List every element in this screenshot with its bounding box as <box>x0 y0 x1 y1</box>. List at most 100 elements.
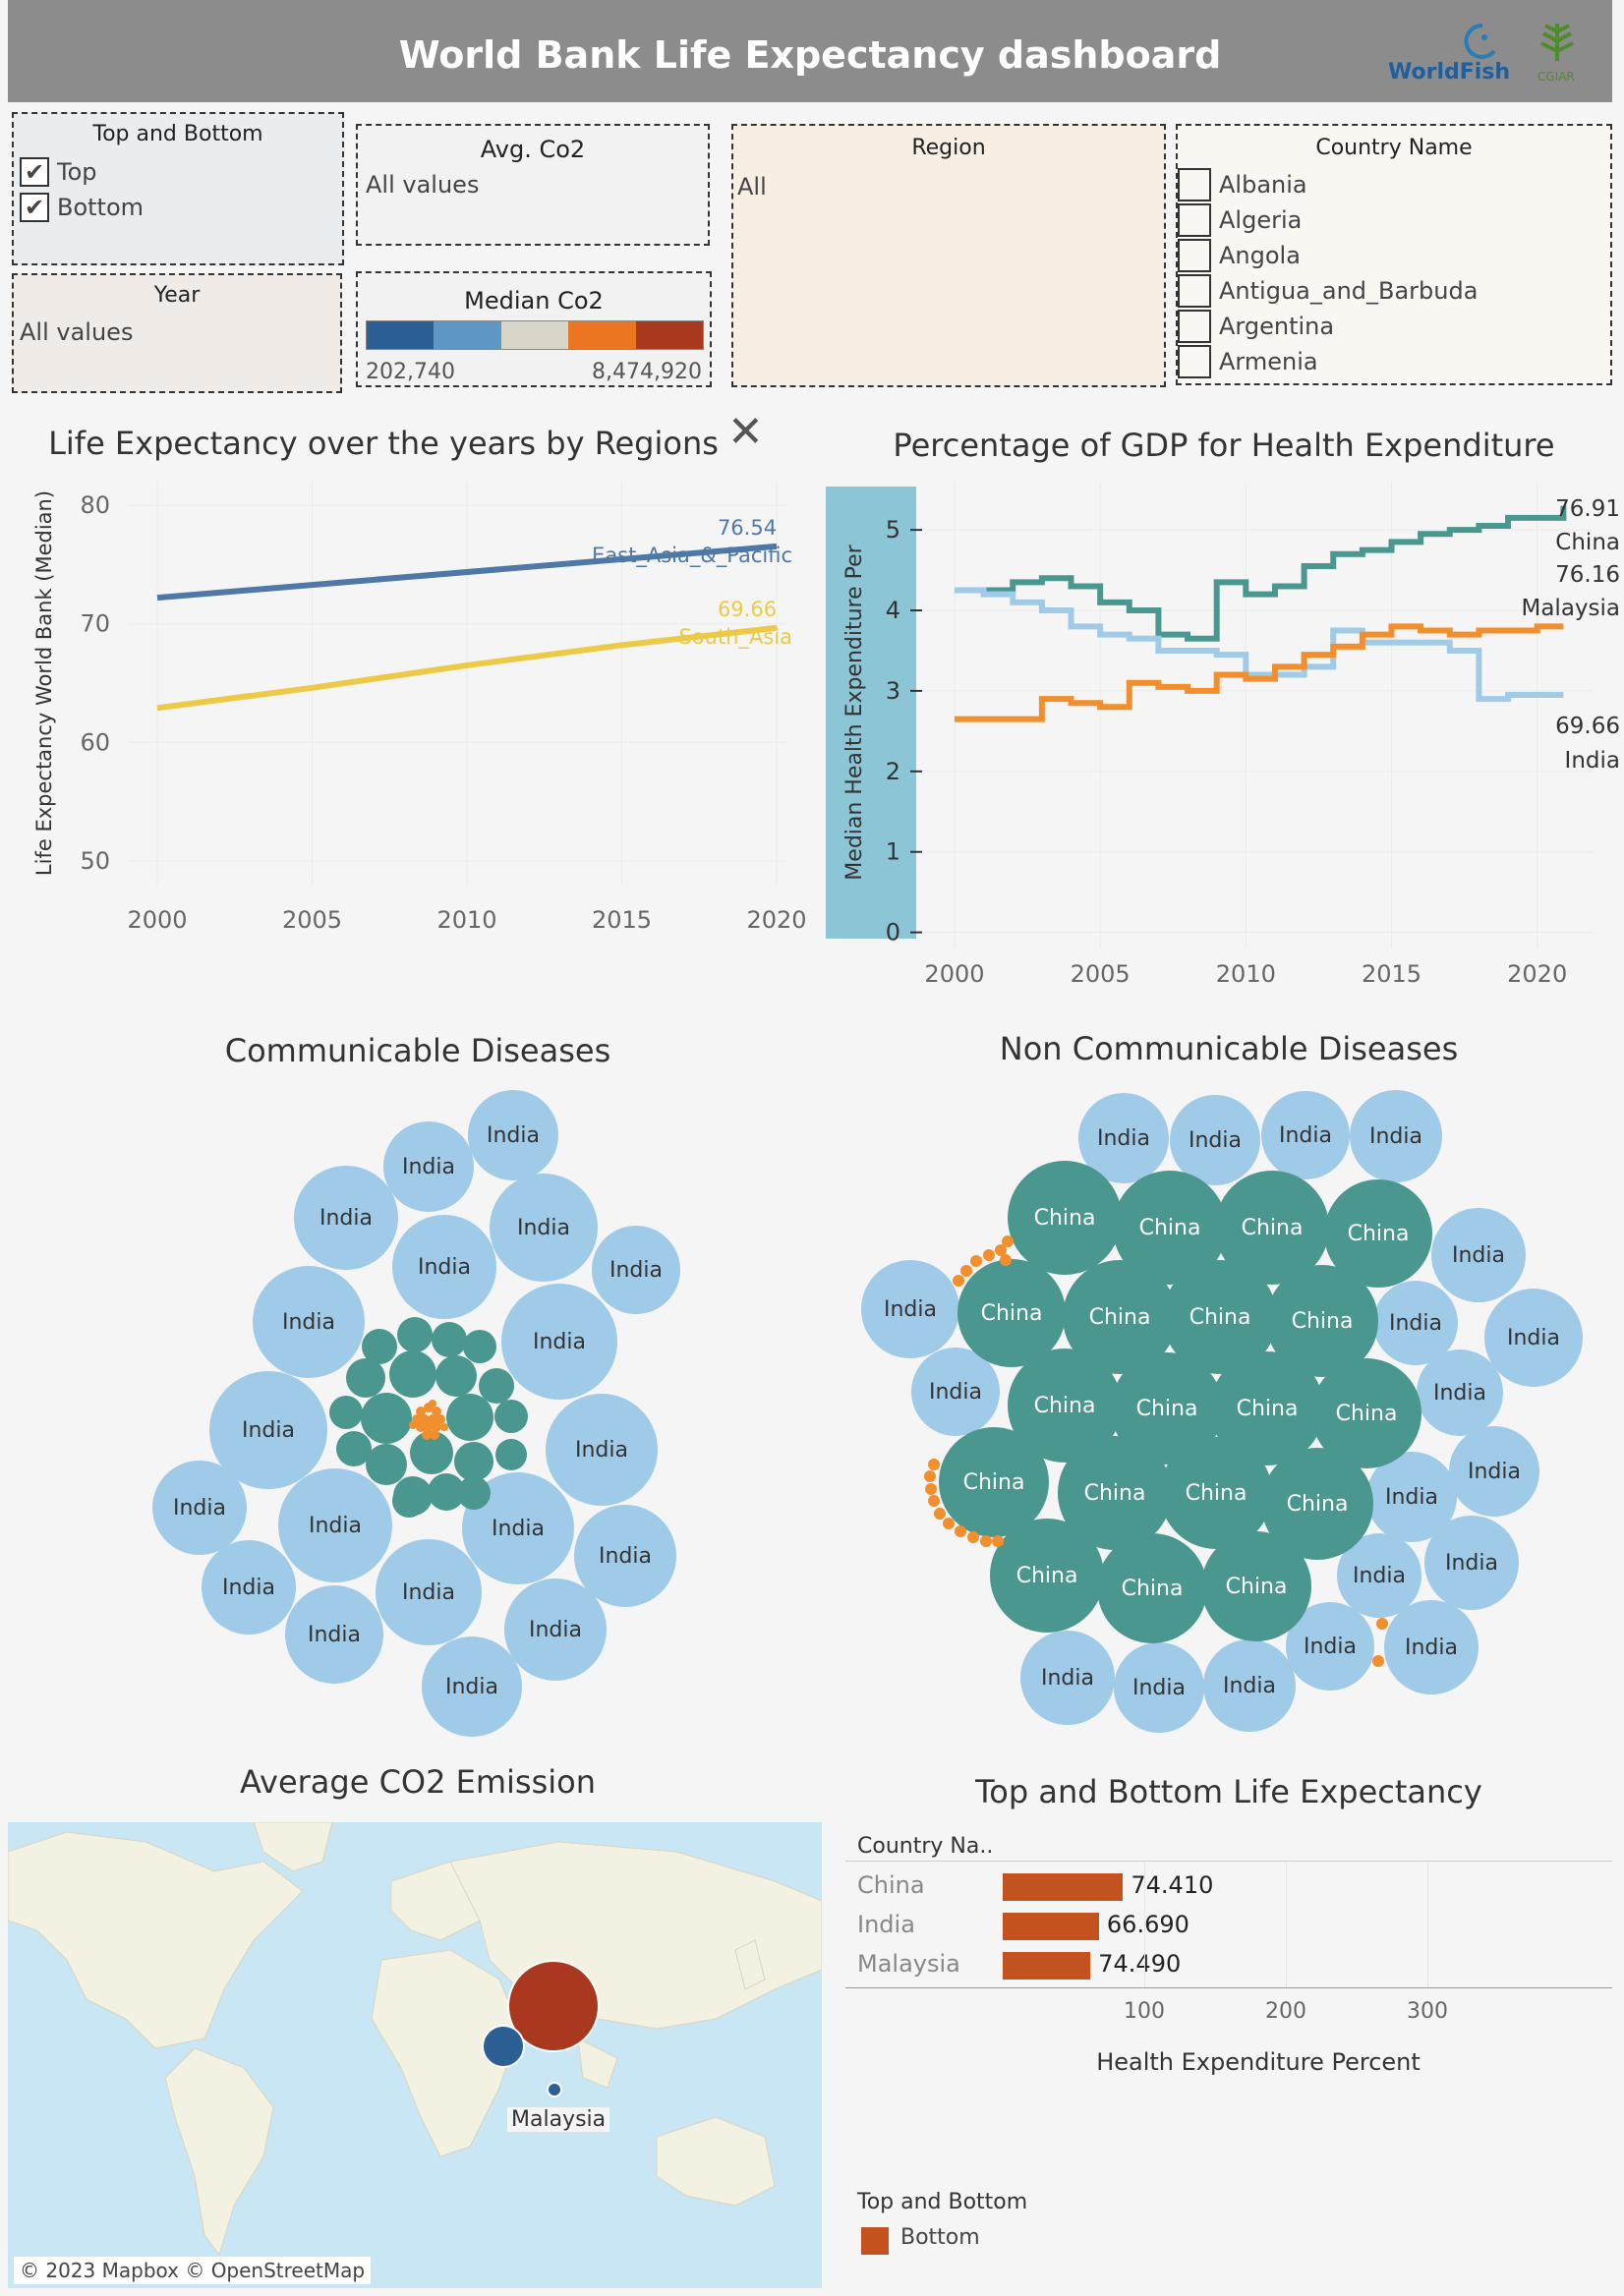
country-option[interactable]: Albania <box>1178 167 1307 202</box>
bar[interactable] <box>1003 1873 1124 1901</box>
region-filter-value[interactable]: All <box>737 173 767 201</box>
bubble-malaysia-small[interactable] <box>432 1422 441 1432</box>
bubble-india[interactable]: India <box>376 1539 482 1645</box>
bubble-india[interactable]: India <box>1424 1516 1519 1610</box>
bubble-india[interactable]: India <box>1449 1426 1539 1517</box>
bubble-malaysia-small[interactable] <box>992 1535 1004 1547</box>
bar[interactable] <box>1003 1952 1091 1980</box>
bubble-malaysia-small[interactable] <box>409 1421 417 1429</box>
bubble-india[interactable]: India <box>209 1371 327 1489</box>
bubble-india[interactable]: India <box>1170 1095 1260 1185</box>
bubble-india[interactable]: India <box>152 1461 247 1555</box>
bubble-china-small[interactable] <box>494 1400 528 1433</box>
bubble-china[interactable]: China <box>990 1519 1104 1633</box>
bubble-malaysia-small[interactable] <box>925 1483 937 1495</box>
country-checkbox[interactable] <box>1178 345 1211 378</box>
bubble-india[interactable]: India <box>911 1348 1000 1436</box>
bubble-india[interactable]: India <box>1417 1349 1503 1436</box>
bubble-india[interactable]: India <box>392 1215 496 1319</box>
bubble-china-small[interactable] <box>329 1396 363 1429</box>
bubble-malaysia-small[interactable] <box>422 1430 432 1440</box>
bubble-china-small[interactable] <box>432 1322 467 1357</box>
bubble-malaysia-small[interactable] <box>955 1525 966 1537</box>
bubble-china-small[interactable] <box>435 1355 477 1397</box>
year-filter[interactable]: Year All values <box>12 273 342 393</box>
bubble-china-small[interactable] <box>366 1444 407 1485</box>
country-option[interactable]: Antigua_and_Barbuda <box>1178 273 1478 309</box>
bubble-india[interactable]: India <box>1484 1289 1583 1387</box>
filter-option-bottom[interactable]: ✔ Bottom <box>20 191 144 224</box>
bubble-india[interactable]: India <box>285 1585 383 1684</box>
bubble-india[interactable]: India <box>574 1505 676 1607</box>
bubble-china[interactable]: China <box>939 1427 1049 1537</box>
bubble-india[interactable]: India <box>1261 1091 1350 1179</box>
bubble-india[interactable]: India <box>1114 1642 1204 1733</box>
co2-emission-map[interactable]: Malaysia © 2023 Mapbox © OpenStreetMap <box>8 1822 822 2288</box>
bubble-malaysia-small[interactable] <box>435 1414 445 1424</box>
bubble-india[interactable]: India <box>202 1540 296 1635</box>
bubble-india[interactable]: India <box>1203 1639 1296 1732</box>
filter-option-top[interactable]: ✔ Top <box>20 155 97 189</box>
bubble-china-small[interactable] <box>361 1393 412 1444</box>
bubble-india[interactable]: India <box>1020 1631 1115 1725</box>
country-checkbox[interactable] <box>1178 310 1211 343</box>
bubble-malaysia-small[interactable] <box>943 1518 955 1529</box>
country-option[interactable]: Argentina <box>1178 309 1334 344</box>
bubble-india[interactable]: India <box>1350 1090 1442 1182</box>
bubble-malaysia-small[interactable] <box>953 1275 964 1287</box>
close-icon[interactable]: ✕ <box>727 407 764 457</box>
country-checkbox[interactable] <box>1178 168 1211 201</box>
bubble-china-small[interactable] <box>479 1368 514 1404</box>
median-co2-filter[interactable]: Median Co2 202,740 8,474,920 <box>356 271 712 387</box>
bubble-china[interactable]: China <box>957 1259 1066 1367</box>
bubble-malaysia-small[interactable] <box>416 1406 426 1416</box>
bubble-malaysia-small[interactable] <box>934 1508 946 1520</box>
bubble-malaysia-small[interactable] <box>416 1422 426 1432</box>
bar[interactable] <box>1003 1913 1099 1940</box>
bubble-malaysia-small[interactable] <box>983 1249 995 1261</box>
bubble-malaysia-small[interactable] <box>967 1531 979 1543</box>
bar-row[interactable]: India 66.690 <box>847 1905 1388 1944</box>
bubble-malaysia-small[interactable] <box>995 1244 1007 1256</box>
bubble-malaysia-small[interactable] <box>428 1414 437 1424</box>
bubble-india[interactable]: India <box>1078 1093 1169 1183</box>
bubble-china-small[interactable] <box>457 1476 491 1510</box>
bubble-china-small[interactable] <box>389 1350 436 1398</box>
bubble-china[interactable]: China <box>1008 1161 1122 1275</box>
bubble-india[interactable]: India <box>490 1174 598 1282</box>
bubble-china-small[interactable] <box>454 1442 493 1481</box>
year-filter-value[interactable]: All values <box>20 318 134 346</box>
country-checkbox[interactable] <box>1178 203 1211 237</box>
bubble-india[interactable]: India <box>278 1468 392 1582</box>
bubble-malaysia-small[interactable] <box>960 1265 972 1277</box>
median-co2-color-legend[interactable] <box>366 320 704 350</box>
bubble-india[interactable]: India <box>1337 1533 1421 1618</box>
bubble-malaysia-small[interactable] <box>1372 1655 1384 1667</box>
country-checkbox[interactable] <box>1178 239 1211 272</box>
bubble-malaysia-small[interactable] <box>928 1459 940 1470</box>
bubble-china-small[interactable] <box>463 1330 496 1363</box>
bubble-india[interactable]: India <box>861 1260 959 1358</box>
bubble-malaysia-small[interactable] <box>420 1414 430 1424</box>
bubble-india[interactable]: India <box>504 1578 607 1681</box>
country-option[interactable]: Angola <box>1178 238 1301 273</box>
bubble-malaysia-small[interactable] <box>412 1414 422 1424</box>
bubble-malaysia-small[interactable] <box>432 1406 441 1416</box>
bubble-china-small[interactable] <box>495 1439 527 1470</box>
bubble-malaysia-small[interactable] <box>424 1403 434 1412</box>
co2-bubble-malaysia[interactable] <box>547 2082 562 2097</box>
co2-bubble-india[interactable] <box>482 2025 525 2068</box>
top-checkbox[interactable]: ✔ <box>20 157 49 187</box>
co2-bubble-china[interactable] <box>507 1960 600 2052</box>
bubble-india[interactable]: India <box>501 1284 617 1400</box>
bubble-china[interactable]: China <box>1160 1437 1272 1549</box>
avg-co2-filter[interactable]: Avg. Co2 All values <box>356 124 710 246</box>
bubble-malaysia-small[interactable] <box>924 1470 936 1482</box>
legend-item-bottom[interactable]: Bottom <box>900 2225 980 2250</box>
bar-row[interactable]: Malaysia 74.490 <box>847 1944 1388 1983</box>
bubble-china-small[interactable] <box>397 1317 433 1352</box>
bubble-china-small[interactable] <box>392 1484 426 1518</box>
bubble-malaysia-small[interactable] <box>928 1495 940 1507</box>
bubble-india[interactable]: India <box>422 1636 522 1737</box>
bubble-china[interactable]: China <box>1097 1533 1207 1643</box>
